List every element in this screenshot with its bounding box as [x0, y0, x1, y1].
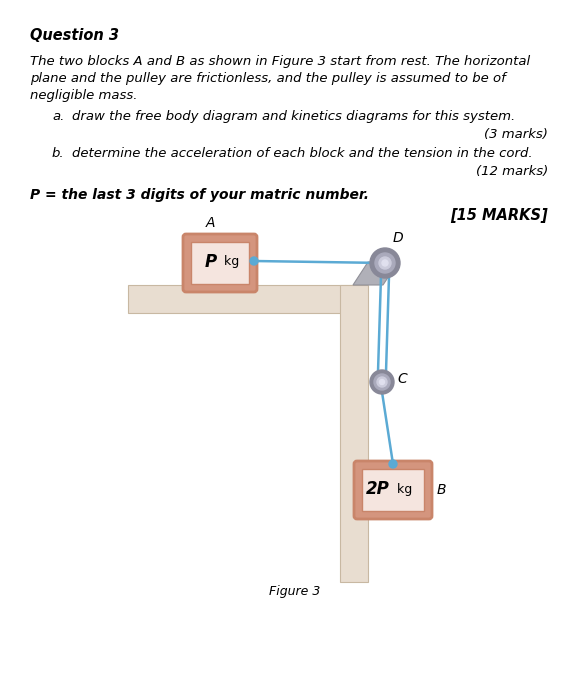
- Text: (3 marks): (3 marks): [484, 128, 548, 141]
- Text: [15 MARKS]: [15 MARKS]: [450, 208, 548, 223]
- Bar: [128, 285, 363, 313]
- Circle shape: [370, 248, 400, 278]
- Circle shape: [389, 460, 397, 468]
- Text: plane and the pulley are frictionless, and the pulley is assumed to be of: plane and the pulley are frictionless, a…: [30, 72, 506, 85]
- Text: Figure 3: Figure 3: [270, 585, 321, 598]
- Circle shape: [375, 253, 395, 273]
- FancyBboxPatch shape: [354, 461, 432, 519]
- Text: kg: kg: [220, 256, 239, 269]
- Text: D: D: [393, 231, 404, 245]
- Bar: [340, 285, 368, 582]
- Text: (12 marks): (12 marks): [476, 165, 548, 178]
- Text: C: C: [397, 372, 407, 386]
- Text: draw the free body diagram and kinetics diagrams for this system.: draw the free body diagram and kinetics …: [72, 110, 516, 123]
- Text: B: B: [437, 483, 446, 497]
- Circle shape: [250, 257, 258, 265]
- FancyBboxPatch shape: [183, 234, 257, 292]
- Text: 2P: 2P: [366, 480, 390, 498]
- Circle shape: [377, 377, 387, 387]
- Text: a.: a.: [52, 110, 65, 123]
- Text: b.: b.: [52, 147, 65, 160]
- Text: negligible mass.: negligible mass.: [30, 89, 138, 102]
- Text: Question 3: Question 3: [30, 28, 119, 43]
- Circle shape: [382, 260, 388, 266]
- Polygon shape: [353, 262, 398, 285]
- Text: P = the last 3 digits of your matric number.: P = the last 3 digits of your matric num…: [30, 188, 369, 202]
- Text: The two blocks A and B as shown in Figure 3 start from rest. The horizontal: The two blocks A and B as shown in Figur…: [30, 55, 530, 68]
- Circle shape: [379, 257, 391, 269]
- FancyBboxPatch shape: [191, 242, 249, 284]
- Text: kg: kg: [393, 482, 412, 496]
- Text: A: A: [205, 216, 215, 230]
- Text: P: P: [205, 253, 217, 271]
- Circle shape: [374, 374, 390, 390]
- Circle shape: [380, 379, 385, 384]
- FancyBboxPatch shape: [362, 469, 424, 511]
- Circle shape: [370, 370, 394, 394]
- Text: determine the acceleration of each block and the tension in the cord.: determine the acceleration of each block…: [72, 147, 533, 160]
